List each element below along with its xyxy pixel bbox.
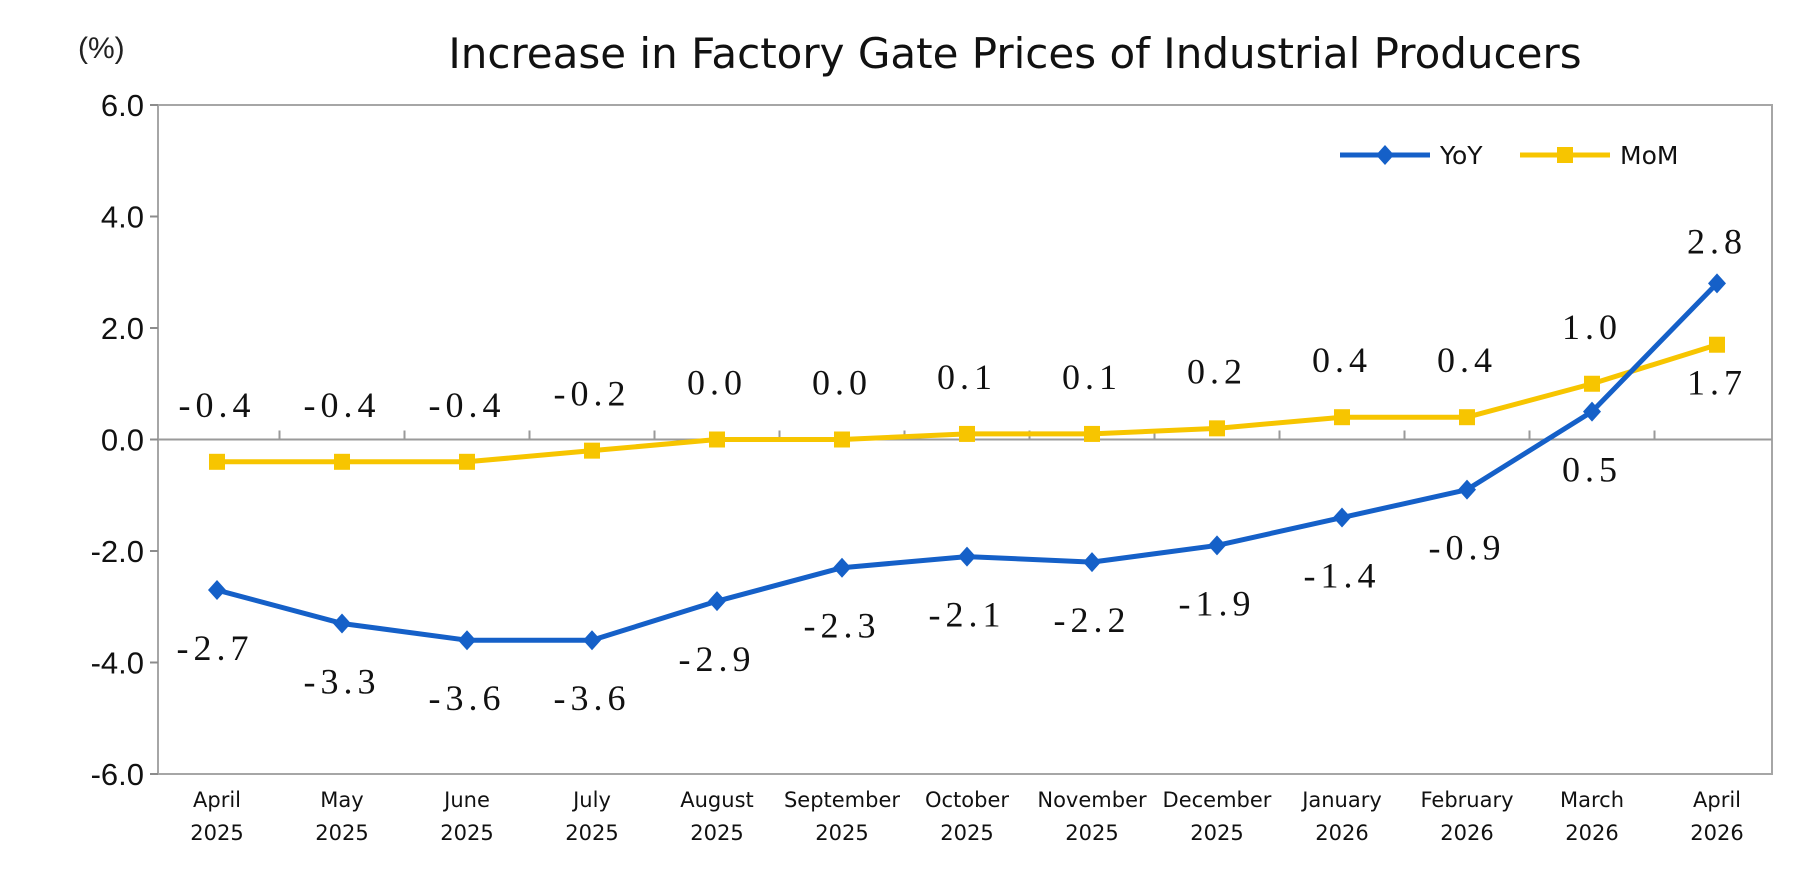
x-tick-label-year: 2025	[1065, 821, 1118, 845]
legend-marker-yoy	[1376, 145, 1394, 165]
x-tick-label-month: January	[1300, 788, 1382, 812]
data-label-yoy: -3.6	[429, 678, 506, 718]
data-label-yoy: 2.8	[1687, 221, 1747, 261]
x-tick-label-month: February	[1420, 788, 1513, 812]
data-point-yoy	[1208, 535, 1226, 556]
data-label-yoy: -0.9	[1429, 528, 1506, 568]
data-point-yoy	[583, 630, 601, 651]
x-tick-label-year: 2026	[1315, 821, 1368, 845]
y-axis: 6.0 4.0 2.0 0.0 -2.0 -4.0 -6.0	[91, 88, 158, 792]
y-tick-label: -4.0	[91, 646, 144, 681]
data-point-mom	[459, 453, 475, 470]
data-point-mom	[1459, 409, 1475, 426]
x-tick-label-year: 2025	[690, 821, 743, 845]
data-label-mom: -0.4	[179, 385, 256, 425]
x-tick-label-year: 2025	[315, 821, 368, 845]
y-tick-label: -2.0	[91, 534, 144, 569]
data-point-mom	[834, 431, 850, 448]
data-label-yoy: -2.9	[679, 639, 756, 679]
data-point-mom	[1084, 425, 1100, 442]
data-point-yoy	[458, 630, 476, 651]
data-point-mom	[334, 453, 350, 470]
data-label-yoy: -1.9	[1179, 583, 1256, 623]
x-tick-label-month: October	[925, 788, 1009, 812]
data-point-mom	[584, 442, 600, 459]
data-point-mom	[1209, 420, 1225, 437]
x-tick-label-month: September	[784, 788, 900, 812]
data-point-yoy	[1458, 479, 1476, 500]
data-label-mom: 1.0	[1562, 307, 1622, 347]
x-tick-label-year: 2025	[565, 821, 618, 845]
legend-label-yoy: YoY	[1439, 141, 1483, 170]
data-label-yoy: 0.5	[1562, 450, 1622, 490]
y-tick-label: 0.0	[101, 423, 144, 458]
data-label-mom: 0.4	[1437, 340, 1497, 380]
series-layer	[208, 273, 1726, 651]
data-labels: -2.7 -3.3 -3.6 -3.6 -2.9 -2.3 -2.1 -2.2 -1.9 -1.4…	[177, 221, 1747, 718]
x-tick-label-year: 2025	[440, 821, 493, 845]
legend-marker-mom	[1557, 147, 1573, 163]
x-tick-label-month: November	[1037, 788, 1147, 812]
y-tick-label: 6.0	[101, 88, 144, 123]
x-tick-label-year: 2025	[815, 821, 868, 845]
legend-label-mom: MoM	[1620, 141, 1678, 170]
data-point-mom	[1334, 409, 1350, 426]
chart-title: Increase in Factory Gate Prices of Indus…	[448, 29, 1581, 78]
data-label-yoy: -1.4	[1304, 556, 1381, 596]
y-tick-label: 4.0	[101, 200, 144, 235]
data-label-mom: 0.1	[937, 357, 997, 397]
x-tick-label-year: 2025	[940, 821, 993, 845]
data-point-yoy	[333, 613, 351, 634]
x-tick-label-month: May	[320, 788, 363, 812]
y-tick-label: -6.0	[91, 757, 144, 792]
data-point-yoy	[958, 546, 976, 567]
data-point-yoy	[833, 557, 851, 578]
x-tick-label-year: 2026	[1565, 821, 1618, 845]
data-label-mom: 0.4	[1312, 340, 1372, 380]
data-point-mom	[209, 453, 225, 470]
x-tick-label-month: March	[1560, 788, 1624, 812]
data-label-mom: 0.0	[687, 363, 747, 403]
data-point-mom	[1584, 375, 1600, 392]
data-point-mom	[959, 425, 975, 442]
x-tick-label-month: December	[1163, 788, 1272, 812]
x-tick-label-month: June	[442, 788, 490, 812]
data-label-mom: 0.1	[1062, 357, 1122, 397]
x-tick-label-month: August	[680, 788, 754, 812]
legend: YoY MoM	[1340, 141, 1678, 170]
x-tick-label-year: 2026	[1690, 821, 1743, 845]
data-label-yoy: -2.7	[177, 628, 254, 668]
data-label-mom: 1.7	[1687, 363, 1747, 403]
x-tick-label-year: 2026	[1440, 821, 1493, 845]
data-point-yoy	[208, 580, 226, 601]
y-axis-unit-label: (%)	[78, 32, 125, 65]
data-point-mom	[1709, 336, 1725, 353]
data-label-yoy: -2.2	[1054, 600, 1131, 640]
data-label-mom: -0.4	[429, 385, 506, 425]
data-label-mom: -0.4	[304, 385, 381, 425]
data-label-mom: -0.2	[554, 374, 631, 414]
data-label-yoy: -3.3	[304, 661, 381, 701]
x-tick-label-month: July	[571, 788, 611, 812]
data-point-mom	[709, 431, 725, 448]
data-label-yoy: -2.3	[804, 606, 881, 646]
x-tick-label-year: 2025	[190, 821, 243, 845]
x-tick-label-month: April	[193, 788, 241, 812]
data-point-yoy	[1708, 273, 1726, 294]
x-tick-label-year: 2025	[1190, 821, 1243, 845]
data-point-yoy	[1333, 507, 1351, 528]
data-point-yoy	[708, 591, 726, 612]
data-label-mom: 0.2	[1187, 351, 1247, 391]
data-label-yoy: -3.6	[554, 678, 631, 718]
data-point-yoy	[1583, 401, 1601, 422]
data-label-mom: 0.0	[812, 363, 872, 403]
x-axis-tick-labels: April 2025 May 2025 June 2025 July 2025 August 20…	[190, 788, 1743, 845]
x-tick-label-month: April	[1693, 788, 1741, 812]
data-label-yoy: -2.1	[929, 595, 1006, 635]
y-tick-label: 2.0	[101, 311, 144, 346]
data-point-yoy	[1083, 552, 1101, 573]
